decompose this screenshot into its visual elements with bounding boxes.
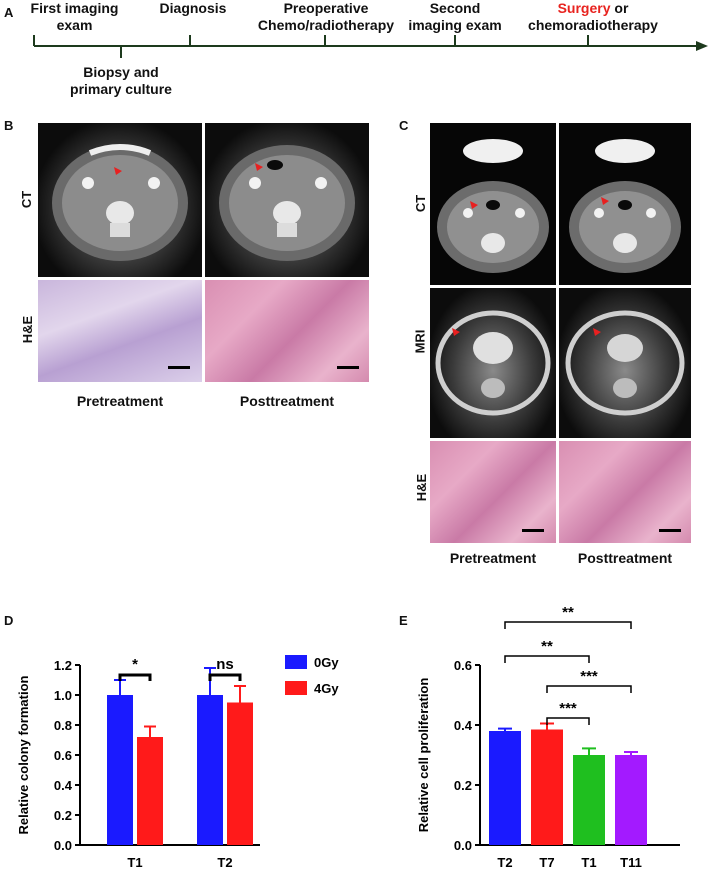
caption-pretreatment-c: Pretreatment — [449, 550, 537, 566]
row-label-mri-c: MRI — [412, 329, 428, 354]
bar-0Gy — [197, 695, 223, 845]
row-label-ct-b: CT — [19, 190, 35, 209]
y-tick-label: 0.4 — [454, 718, 473, 733]
caption-posttreatment-c: Posttreatment — [577, 550, 673, 566]
mri-image-posttreatment-c — [559, 288, 691, 438]
y-tick-label: 0.4 — [54, 778, 73, 793]
timeline-label-preoperative: Preoperative Chemo/radiotherapy — [257, 0, 395, 33]
scale-bar — [337, 366, 359, 369]
chart-colony-formation: 0.0 0.2 0.4 0.6 0.8 1.0 1.2 Relative colony for… — [16, 655, 339, 869]
significance-bracket — [546, 685, 632, 693]
red-arrow-icon — [114, 167, 122, 175]
significance-bracket — [504, 621, 632, 629]
y-tick-label: 1.0 — [54, 688, 72, 703]
red-arrow-icon — [593, 328, 601, 336]
panel-label-b: B — [4, 118, 14, 133]
ct-scan-illustration — [52, 144, 188, 261]
significance-label: ** — [562, 604, 574, 621]
red-arrow-icon — [470, 201, 478, 209]
significance-label: *** — [559, 700, 577, 717]
legend-label: 4Gy — [314, 681, 339, 696]
significance-label: ns — [216, 656, 234, 673]
bar-4Gy — [227, 702, 253, 845]
significance-bracket — [546, 717, 590, 725]
panel-label-c: C — [399, 118, 409, 133]
significance-label: *** — [580, 668, 598, 685]
timeline-arrow — [33, 35, 708, 58]
y-tick-label: 0.6 — [454, 658, 472, 673]
row-label-ct-c: CT — [413, 194, 429, 213]
significance-bracket — [118, 673, 152, 681]
y-tick-label: 0.0 — [54, 838, 72, 853]
he-image-pretreatment-c — [430, 441, 556, 543]
x-tick-label: T11 — [620, 855, 642, 869]
y-tick-label: 0.0 — [454, 838, 472, 853]
significance-bracket — [504, 655, 590, 663]
bar-T11 — [615, 755, 647, 845]
significance-label: * — [132, 656, 138, 673]
panel-label-a: A — [4, 5, 14, 20]
timeline-label-diagnosis: Diagnosis — [159, 0, 227, 16]
x-tick-label: T7 — [539, 855, 554, 869]
panel-label-d: D — [4, 613, 14, 628]
bar-4Gy — [137, 737, 163, 845]
chart-cell-proliferation: 0.0 0.2 0.4 0.6 Relative cell proliferation T… — [416, 604, 680, 869]
ct-image-pretreatment-c — [430, 123, 556, 285]
x-tick-label: T1 — [581, 855, 596, 869]
row-label-he-b: H&E — [20, 315, 36, 344]
y-tick-label: 0.8 — [54, 718, 72, 733]
x-tick-label: T2 — [497, 855, 512, 869]
panel-label-e: E — [399, 613, 408, 628]
surgery-highlight: Surgery — [557, 0, 611, 16]
legend-swatch — [285, 655, 307, 669]
y-tick-label: 0.2 — [454, 778, 472, 793]
y-tick-label: 0.2 — [54, 808, 72, 823]
ct-image-posttreatment-c — [559, 123, 691, 285]
y-axis-label: Relative colony formation — [16, 675, 31, 834]
x-tick-label: T1 — [127, 855, 142, 869]
red-arrow-icon — [255, 163, 263, 171]
bar-T2 — [489, 731, 521, 845]
significance-bracket — [208, 673, 242, 681]
caption-posttreatment-b: Posttreatment — [239, 393, 335, 409]
red-arrow-icon — [601, 197, 609, 205]
legend-label: 0Gy — [314, 655, 339, 670]
x-tick-label: T2 — [217, 855, 232, 869]
y-axis-label: Relative cell proliferation — [416, 678, 431, 833]
bar-T7 — [531, 729, 563, 845]
timeline-label-biopsy: Biopsy and primary culture — [70, 64, 172, 97]
scale-bar — [168, 366, 190, 369]
legend-swatch — [285, 681, 307, 695]
ct-image-posttreatment-b — [205, 123, 369, 277]
y-tick-label: 0.6 — [54, 748, 72, 763]
he-image-posttreatment-b — [205, 280, 369, 382]
caption-pretreatment-b: Pretreatment — [76, 393, 164, 409]
row-label-he-c: H&E — [414, 473, 430, 502]
mri-image-pretreatment-c — [430, 288, 556, 438]
red-arrow-icon — [452, 328, 460, 336]
he-image-pretreatment-b — [38, 280, 202, 382]
scale-bar — [522, 529, 544, 532]
scale-bar — [659, 529, 681, 532]
bar-0Gy — [107, 695, 133, 845]
ct-image-pretreatment-b — [38, 123, 202, 277]
he-image-posttreatment-c — [559, 441, 691, 543]
significance-label: ** — [541, 638, 553, 655]
bar-T1 — [573, 755, 605, 845]
timeline-label-second-imaging: Second imaging exam — [408, 0, 502, 33]
timeline-label-surgery: Surgery or chemoradiotherapy — [528, 0, 658, 33]
timeline-label-first-imaging: First imaging exam — [30, 0, 119, 33]
y-tick-label: 1.2 — [54, 658, 72, 673]
